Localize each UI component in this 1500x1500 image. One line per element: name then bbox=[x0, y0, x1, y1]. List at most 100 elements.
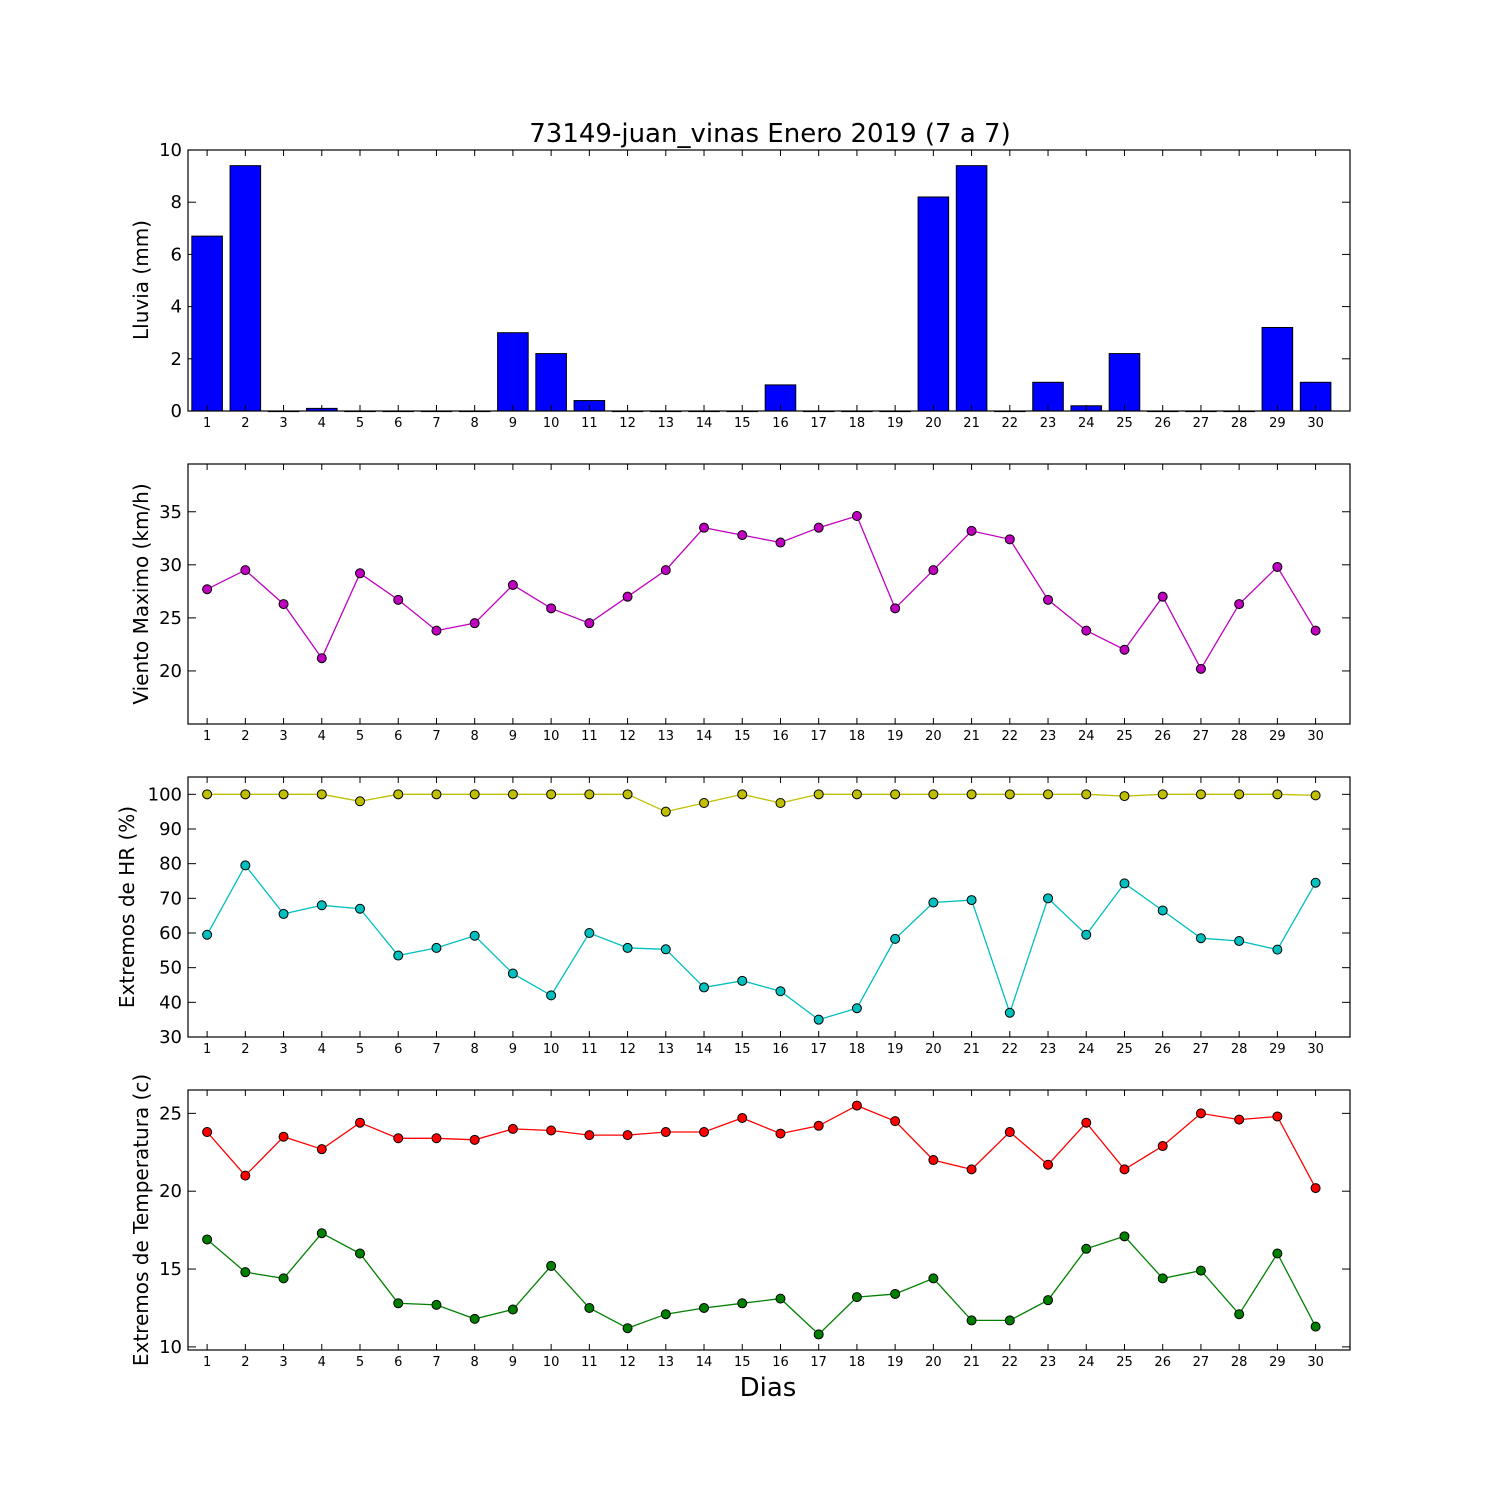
wind-data-point bbox=[431, 625, 442, 636]
temperature-x-tick-label: 20 bbox=[925, 1355, 942, 1370]
temperature-x-tick-label: 22 bbox=[1002, 1355, 1019, 1370]
temperature-data-point bbox=[813, 1120, 824, 1131]
humidity-data-point bbox=[928, 897, 939, 908]
humidity-data-point bbox=[1310, 877, 1321, 888]
wind-data-point bbox=[1157, 591, 1168, 602]
temperature-data-point bbox=[202, 1127, 213, 1138]
temperature-data-point bbox=[966, 1315, 977, 1326]
rainfall-y-tick-label: 6 bbox=[171, 244, 182, 265]
temperature-y-tick-label: 10 bbox=[159, 1337, 182, 1358]
humidity-data-point bbox=[355, 903, 366, 914]
temperature-data-point bbox=[1310, 1183, 1321, 1194]
temperature-data-point bbox=[546, 1260, 557, 1271]
humidity-series-line bbox=[206, 864, 1317, 1021]
wind-data-point bbox=[240, 565, 251, 576]
temperature-x-tick-label: 26 bbox=[1154, 1355, 1171, 1370]
wind-x-tick-label: 13 bbox=[658, 729, 675, 744]
temperature-x-tick-label: 27 bbox=[1193, 1355, 1210, 1370]
humidity-data-point bbox=[240, 860, 251, 871]
temperature-data-point bbox=[1195, 1108, 1206, 1119]
humidity-data-point bbox=[1310, 790, 1321, 801]
humidity-x-tick-label: 30 bbox=[1307, 1042, 1324, 1057]
temperature-data-point bbox=[699, 1127, 710, 1138]
wind-x-tick-label: 9 bbox=[509, 729, 517, 744]
temperature-data-point bbox=[355, 1117, 366, 1128]
wind-data-point bbox=[737, 530, 748, 541]
humidity-data-point bbox=[1234, 935, 1245, 946]
rainfall-x-tick-label: 27 bbox=[1193, 416, 1210, 431]
humidity-x-tick-label: 8 bbox=[471, 1042, 479, 1057]
rainfall-x-tick-label: 8 bbox=[471, 416, 479, 431]
rainfall-x-tick-label: 4 bbox=[318, 416, 326, 431]
temperature-data-point bbox=[431, 1299, 442, 1310]
humidity-x-tick-label: 22 bbox=[1002, 1042, 1019, 1057]
humidity-x-tick-label: 1 bbox=[203, 1042, 211, 1057]
humidity-data-point bbox=[851, 789, 862, 800]
humidity-x-tick-label: 26 bbox=[1154, 1042, 1171, 1057]
humidity-x-tick-label: 23 bbox=[1040, 1042, 1057, 1057]
humidity-data-point bbox=[278, 789, 289, 800]
rainfall-x-tick-label: 7 bbox=[432, 416, 440, 431]
rainfall-y-tick-label: 0 bbox=[171, 401, 182, 422]
humidity-axes-frame bbox=[187, 776, 1351, 1038]
temperature-data-point bbox=[278, 1273, 289, 1284]
wind-x-tick-label: 29 bbox=[1269, 729, 1286, 744]
humidity-x-tick-label: 24 bbox=[1078, 1042, 1095, 1057]
wind-y-tick-label: 25 bbox=[159, 608, 182, 629]
wind-data-point bbox=[584, 618, 595, 629]
humidity-x-tick-label: 11 bbox=[581, 1042, 598, 1057]
humidity-data-point bbox=[1119, 791, 1130, 802]
humidity-data-point bbox=[775, 986, 786, 997]
wind-data-point bbox=[202, 584, 213, 595]
humidity-x-tick-label: 12 bbox=[619, 1042, 636, 1057]
wind-x-tick-label: 30 bbox=[1307, 729, 1324, 744]
rainfall-y-tick-label: 10 bbox=[159, 140, 182, 161]
rainfall-x-tick-label: 13 bbox=[658, 416, 675, 431]
temperature-x-tick-label: 8 bbox=[471, 1355, 479, 1370]
temperature-data-point bbox=[851, 1292, 862, 1303]
temperature-data-point bbox=[1234, 1114, 1245, 1125]
wind-x-tick-label: 8 bbox=[471, 729, 479, 744]
rainfall-y-tick-label: 2 bbox=[171, 349, 182, 370]
humidity-data-point bbox=[660, 944, 671, 955]
rainfall-x-tick-label: 29 bbox=[1269, 416, 1286, 431]
temperature-data-point bbox=[1310, 1321, 1321, 1332]
rainfall-bar bbox=[955, 165, 988, 412]
temperature-data-point bbox=[775, 1128, 786, 1139]
wind-x-tick-label: 10 bbox=[543, 729, 560, 744]
rainfall-axes-frame bbox=[187, 149, 1351, 412]
temperature-data-point bbox=[1119, 1231, 1130, 1242]
humidity-data-point bbox=[316, 900, 327, 911]
temperature-data-point bbox=[507, 1123, 518, 1134]
humidity-data-point bbox=[890, 933, 901, 944]
temperature-x-tick-label: 24 bbox=[1078, 1355, 1095, 1370]
temperature-data-point bbox=[1081, 1117, 1092, 1128]
humidity-data-point bbox=[966, 895, 977, 906]
temperature-y-tick-label: 15 bbox=[159, 1259, 182, 1280]
wind-series-line bbox=[206, 515, 1317, 671]
wind-data-point bbox=[966, 525, 977, 536]
rainfall-x-tick-label: 24 bbox=[1078, 416, 1095, 431]
humidity-x-tick-label: 19 bbox=[887, 1042, 904, 1057]
humidity-data-point bbox=[1157, 789, 1168, 800]
wind-x-tick-label: 26 bbox=[1154, 729, 1171, 744]
temperature-x-tick-label: 23 bbox=[1040, 1355, 1057, 1370]
temperature-data-point bbox=[1195, 1265, 1206, 1276]
temperature-data-point bbox=[584, 1130, 595, 1141]
humidity-x-tick-label: 18 bbox=[849, 1042, 866, 1057]
humidity-x-tick-label: 21 bbox=[963, 1042, 980, 1057]
wind-x-tick-label: 28 bbox=[1231, 729, 1248, 744]
rainfall-y-tick-label: 8 bbox=[171, 192, 182, 213]
temperature-x-tick-label: 9 bbox=[509, 1355, 517, 1370]
temperature-y-axis-label: Extremos de Temperatura (c) bbox=[129, 1074, 153, 1366]
temperature-axes-frame bbox=[187, 1089, 1351, 1351]
wind-data-point bbox=[699, 522, 710, 533]
humidity-data-point bbox=[1004, 789, 1015, 800]
wind-data-point bbox=[1004, 534, 1015, 545]
humidity-data-point bbox=[1272, 789, 1283, 800]
temperature-data-point bbox=[622, 1130, 633, 1141]
temperature-data-point bbox=[890, 1116, 901, 1127]
wind-data-point bbox=[1272, 561, 1283, 572]
